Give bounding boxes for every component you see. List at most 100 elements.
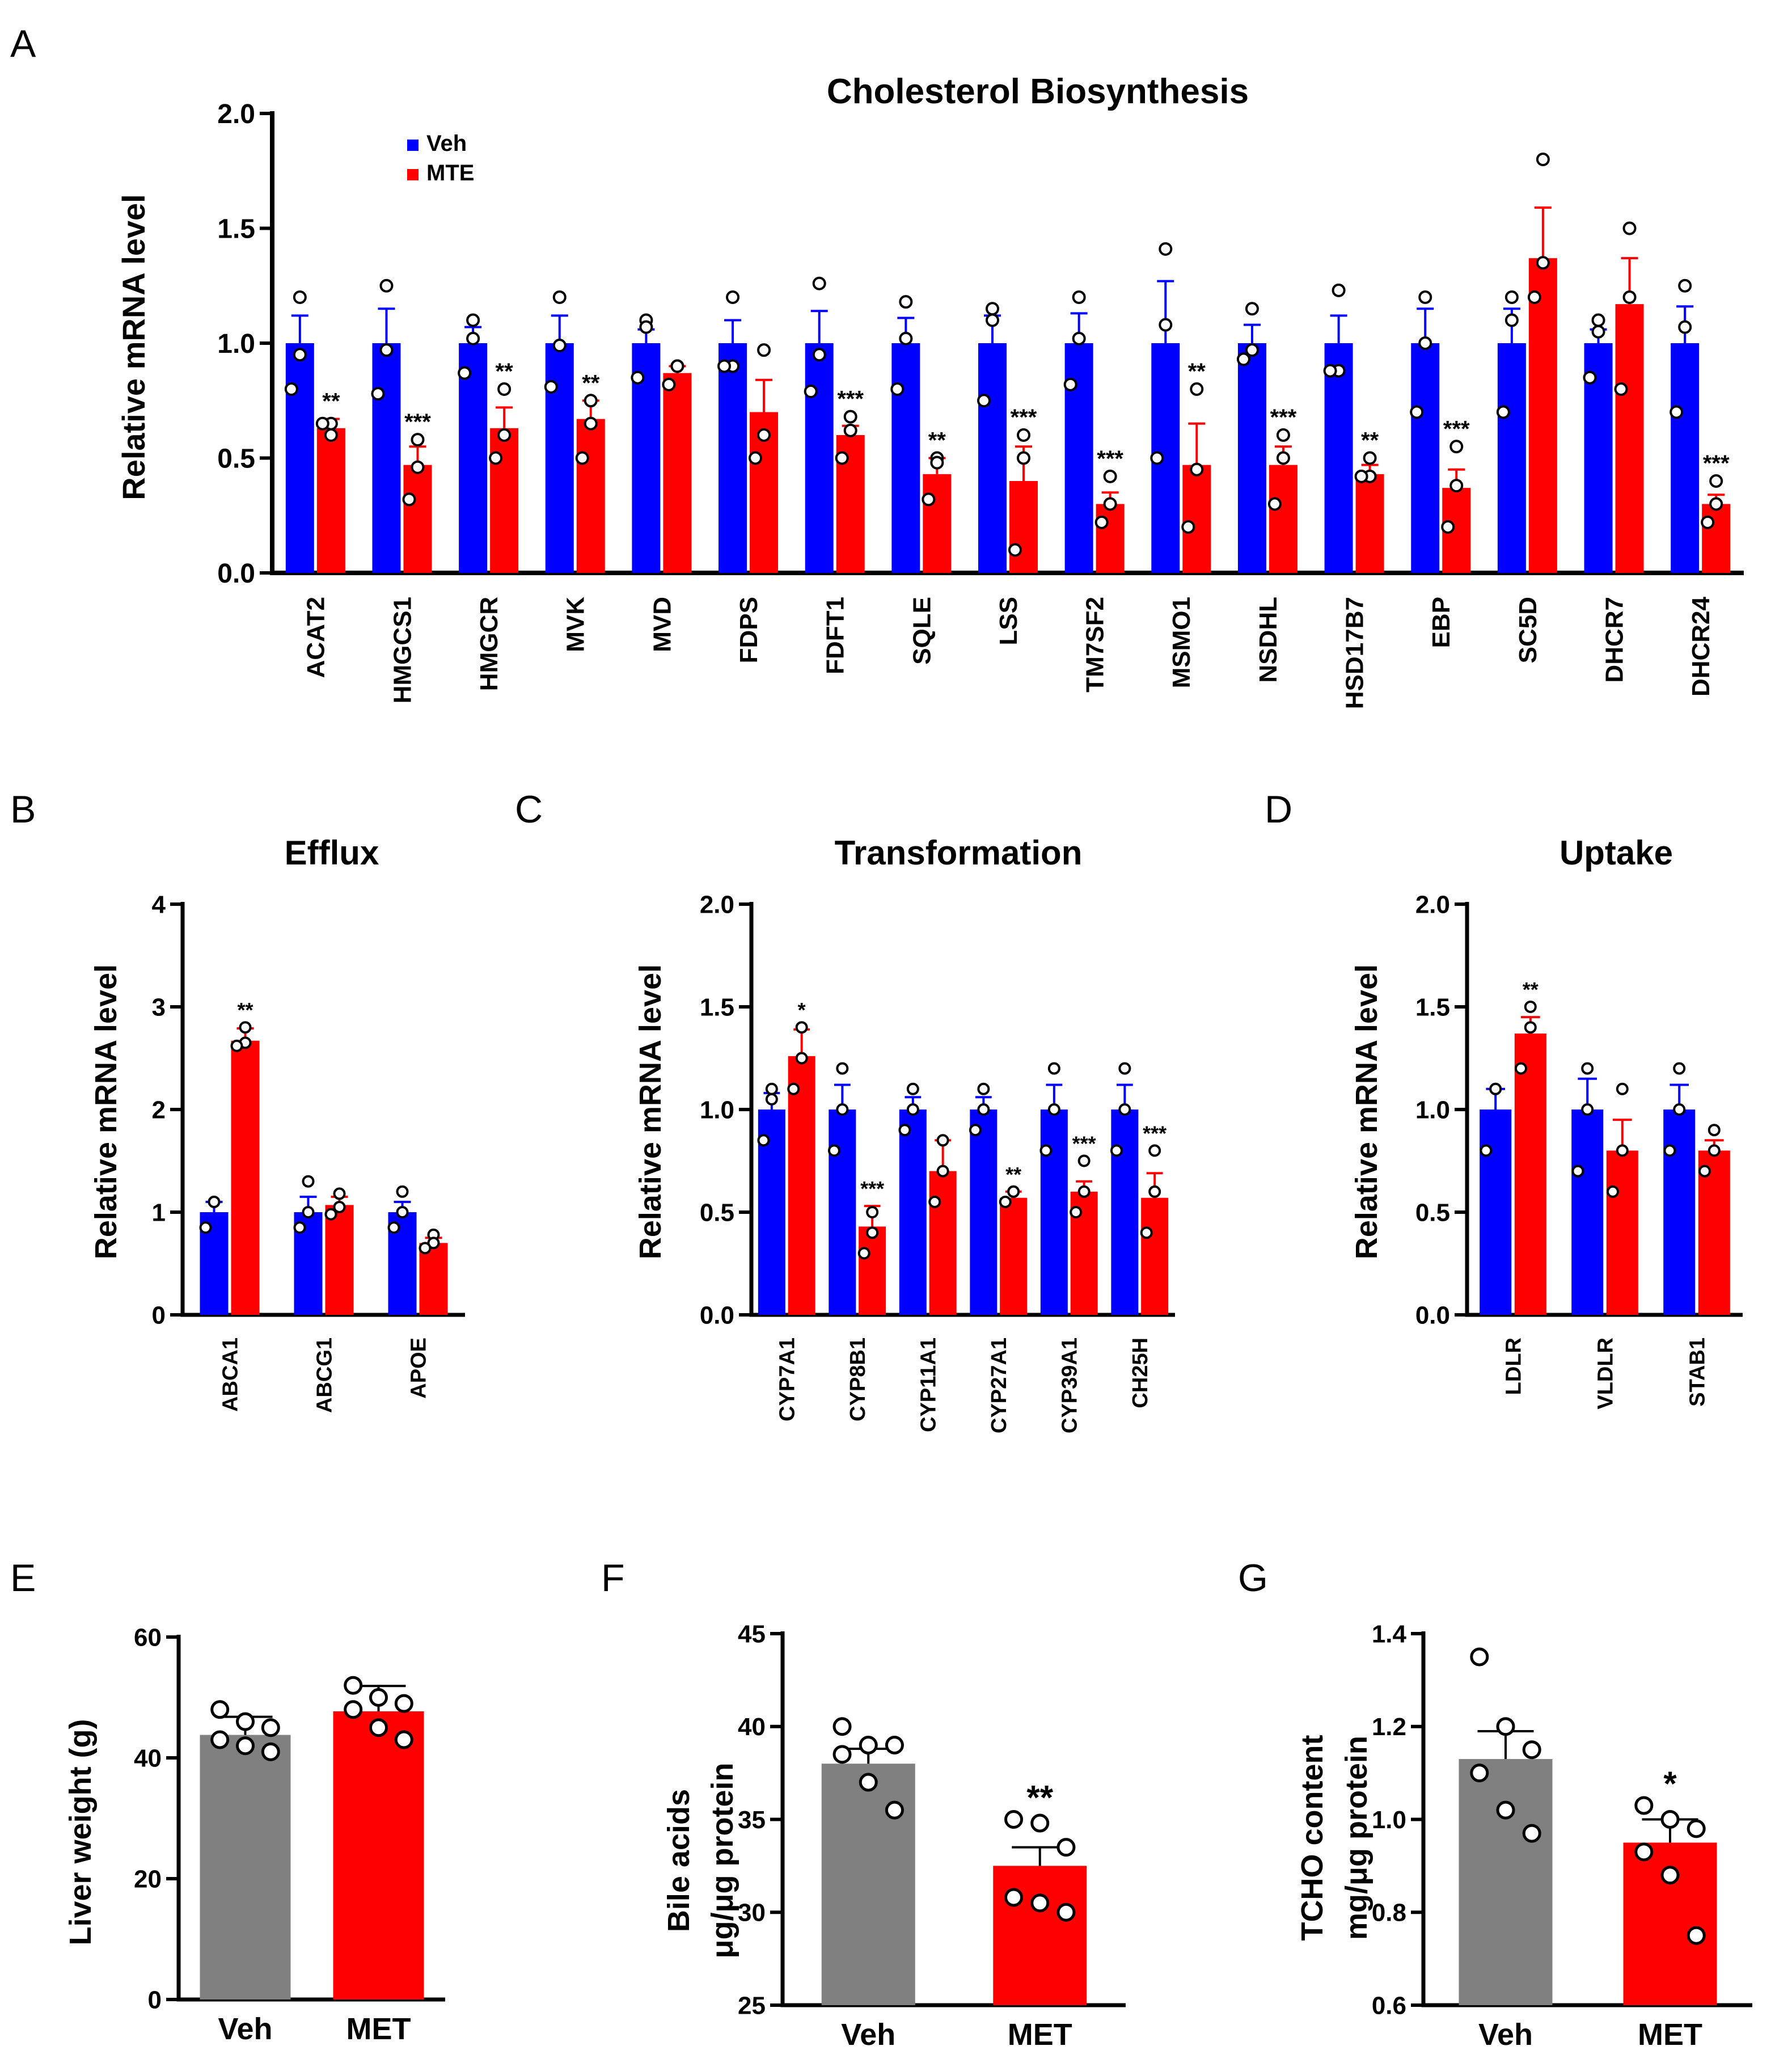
data-point <box>552 290 567 304</box>
y-tick-label: 0.6 <box>1372 1992 1406 2019</box>
y-tick-label: 0.0 <box>217 559 255 589</box>
x-category-label: ABCG1 <box>312 1338 336 1413</box>
data-point <box>379 279 394 293</box>
data-point <box>333 1187 346 1200</box>
data-point <box>1470 1647 1489 1667</box>
x-category-label: DHCR7 <box>1600 597 1628 683</box>
significance-marker: *** <box>1011 405 1037 430</box>
bar <box>829 1110 856 1315</box>
data-point <box>1017 451 1030 465</box>
data-point <box>1017 428 1030 442</box>
data-point <box>1190 462 1204 476</box>
chart-title: Uptake <box>1559 834 1673 872</box>
data-point <box>1673 1103 1686 1116</box>
y-tick-label: 40 <box>134 1744 162 1772</box>
bar <box>200 1735 291 1999</box>
data-point <box>394 1694 413 1713</box>
x-category-label: VLDLR <box>1594 1338 1617 1410</box>
data-point <box>922 492 936 507</box>
significance-marker: ** <box>582 370 600 395</box>
data-point <box>1441 520 1455 534</box>
data-point <box>1094 515 1109 529</box>
panel-letter: D <box>1265 788 1292 831</box>
x-category-label: FDFT1 <box>822 597 849 674</box>
x-category-label: LDLR <box>1502 1338 1525 1395</box>
data-point <box>293 348 307 362</box>
bar <box>899 1110 927 1315</box>
data-point <box>1159 242 1173 256</box>
data-point <box>261 1742 280 1761</box>
x-category-label: APOE <box>407 1338 430 1399</box>
y-tick-label: 1.0 <box>217 329 255 359</box>
data-point <box>1148 1144 1161 1157</box>
data-point <box>832 1717 852 1736</box>
data-point <box>795 1021 808 1034</box>
panel-e: E Liver weight (g) 0 20 40 60 Veh MET <box>10 1556 445 2046</box>
x-category-label: TM7SF2 <box>1081 597 1109 693</box>
y-tick-label: 3 <box>152 993 166 1021</box>
data-point <box>977 1082 990 1095</box>
data-point <box>1709 497 1723 511</box>
bar <box>1040 1110 1068 1315</box>
bar <box>1009 481 1038 573</box>
bar <box>1096 504 1125 573</box>
x-category-label: SQLE <box>908 597 936 665</box>
data-point <box>1670 405 1684 419</box>
data-point <box>866 1226 879 1239</box>
data-point <box>936 1134 949 1147</box>
bar <box>1000 1197 1028 1315</box>
data-point <box>832 1745 852 1764</box>
data-point <box>1616 1082 1629 1095</box>
data-point <box>333 1200 346 1213</box>
significance-marker: *** <box>860 1177 884 1200</box>
data-point <box>324 428 338 442</box>
data-point <box>1622 290 1637 304</box>
y-tick-label: 0.8 <box>1372 1899 1406 1927</box>
data-point <box>236 1736 255 1756</box>
data-point <box>1698 1165 1711 1178</box>
x-category-label: MET <box>1638 2018 1702 2052</box>
data-point <box>885 1800 904 1820</box>
x-category-label: Veh <box>1478 2018 1533 2052</box>
data-point <box>757 343 771 357</box>
y-tick-label: 30 <box>738 1899 766 1927</box>
data-point <box>489 451 503 465</box>
panel-a: A Cholesterol Biosynthesis Relative mRNA… <box>10 22 1744 709</box>
x-category-label: MET <box>346 2012 411 2046</box>
bar <box>1702 504 1731 573</box>
chart-title: Cholesterol Biosynthesis <box>827 72 1249 111</box>
significance-marker: ** <box>1026 1779 1053 1817</box>
data-point <box>986 313 999 327</box>
data-point <box>631 370 645 385</box>
bar <box>459 343 488 573</box>
legend-label-veh: Veh <box>426 131 467 156</box>
data-point <box>552 339 567 353</box>
data-point <box>293 1221 306 1234</box>
data-point <box>836 1062 849 1075</box>
bar <box>372 343 401 573</box>
y-tick-label: 1.5 <box>1415 993 1450 1021</box>
y-tick-label: 25 <box>738 1992 766 2019</box>
y-tick-label: 1 <box>152 1199 166 1226</box>
data-point <box>1591 324 1605 339</box>
x-category-label: MVK <box>562 597 590 652</box>
data-point <box>866 1206 879 1218</box>
data-point <box>497 428 512 442</box>
data-point <box>302 1206 315 1218</box>
y-axis-label: Bile acids <box>662 1789 696 1932</box>
panel-g: G TCHO content mg/μg protein 0.6 0.8 1.0 1.… <box>1238 1556 1752 2052</box>
data-point <box>1660 1810 1680 1829</box>
data-point <box>1449 479 1464 493</box>
y-tick-label: 40 <box>738 1713 766 1741</box>
data-point <box>1140 1226 1153 1239</box>
data-point <box>239 1021 252 1034</box>
panel-letter: B <box>10 788 36 831</box>
data-point <box>835 451 849 465</box>
panel-letter: E <box>10 1556 36 1600</box>
data-point <box>1190 382 1204 396</box>
data-point <box>1103 497 1117 511</box>
data-point <box>1332 283 1346 297</box>
data-point <box>1489 1082 1502 1095</box>
bar <box>719 343 747 573</box>
data-point <box>1118 1062 1131 1075</box>
